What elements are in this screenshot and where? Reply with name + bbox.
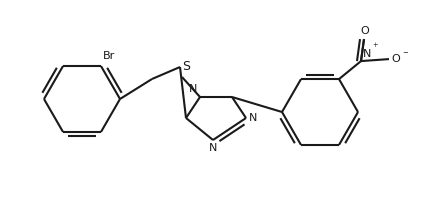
Text: Br: Br [103, 51, 115, 61]
Text: $^+$: $^+$ [371, 42, 379, 52]
Text: N: N [189, 84, 197, 94]
Text: O: O [361, 26, 369, 36]
Text: O: O [391, 54, 400, 64]
Text: $^-$: $^-$ [401, 50, 409, 60]
Text: N: N [209, 143, 217, 153]
Text: N: N [363, 49, 371, 59]
Text: N: N [249, 113, 257, 123]
Text: S: S [182, 60, 190, 72]
